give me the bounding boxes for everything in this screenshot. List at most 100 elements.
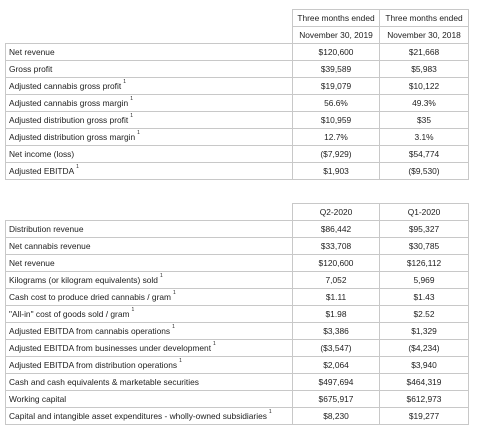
cell-value: $3,940	[379, 356, 469, 374]
row-label: Adjusted cannabis gross margin 1	[5, 94, 293, 112]
cell-value: ($3,547)	[292, 339, 380, 357]
table-row: Net cannabis revenue $33,708 $30,785	[5, 237, 469, 255]
row-label: Adjusted EBITDA 1	[5, 162, 293, 180]
footnote-marker: 1	[130, 96, 133, 102]
column-header: Q2-2020	[292, 203, 380, 221]
cell-value: $1.43	[379, 288, 469, 306]
cell-value: $120,600	[292, 43, 380, 61]
table-row: Cash cost to produce dried cannabis / gr…	[5, 288, 469, 306]
row-label: "All-in" cost of goods sold / gram 1	[5, 305, 293, 323]
cell-value: $497,694	[292, 373, 380, 391]
row-label-text: Cash and cash equivalents & marketable s…	[9, 377, 199, 387]
row-label: Working capital	[5, 390, 293, 408]
row-label-text: Net cannabis revenue	[9, 241, 91, 251]
table-row: Adjusted cannabis gross profit 1 $19,079 $1…	[5, 77, 469, 95]
row-label-text: Adjusted EBITDA from cannabis operations	[9, 326, 171, 336]
cell-value: $120,600	[292, 254, 380, 272]
table-row: Distribution revenue $86,442 $95,327	[5, 220, 469, 238]
column-header: November 30, 2019	[292, 26, 380, 44]
header-spacer	[6, 27, 293, 44]
table-row: Adjusted EBITDA 1 $1,903 ($9,530)	[5, 162, 469, 180]
cell-value: 7,052	[292, 271, 380, 289]
row-label: Net cannabis revenue	[5, 237, 293, 255]
cell-value: $126,112	[379, 254, 469, 272]
cell-value: $5,983	[379, 60, 469, 78]
row-label-text: Adjusted cannabis gross margin	[9, 98, 129, 108]
table-row: Capital and intangible asset expenditure…	[5, 407, 469, 425]
row-label: Adjusted distribution gross margin 1	[5, 128, 293, 146]
operational-metrics-table: Q2-2020 Q1-2020 Distribution revenue $86,…	[5, 203, 469, 425]
row-label-text: Adjusted distribution gross profit	[9, 115, 129, 125]
row-label: Adjusted cannabis gross profit 1	[5, 77, 293, 95]
cell-value: $33,708	[292, 237, 380, 255]
footnote-marker: 1	[172, 324, 175, 330]
cell-value: ($4,234)	[379, 339, 469, 357]
column-header: November 30, 2018	[379, 26, 469, 44]
cell-value: $21,668	[379, 43, 469, 61]
cell-value: $1,329	[379, 322, 469, 340]
cell-value: $1.98	[292, 305, 380, 323]
table-row: Working capital $675,917 $612,973	[5, 390, 469, 408]
row-label: Adjusted EBITDA from cannabis operations…	[5, 322, 293, 340]
footnote-marker: 1	[173, 290, 176, 296]
table-row: Cash and cash equivalents & marketable s…	[5, 373, 469, 391]
row-label-text: Adjusted distribution gross margin	[9, 132, 136, 142]
footnote-marker: 1	[123, 79, 126, 85]
row-label: Distribution revenue	[5, 220, 293, 238]
table-row: "All-in" cost of goods sold / gram 1 $1.98…	[5, 305, 469, 323]
row-label: Capital and intangible asset expenditure…	[5, 407, 293, 425]
column-header: Three months ended	[379, 9, 469, 27]
cell-value: $675,917	[292, 390, 380, 408]
row-label-text: Working capital	[9, 394, 67, 404]
row-label: Adjusted EBITDA from distribution operat…	[5, 356, 293, 374]
row-label-text: Gross profit	[9, 64, 53, 74]
cell-value: ($7,929)	[292, 145, 380, 163]
row-label-text: Net income (loss)	[9, 149, 75, 159]
row-label-text: Adjusted cannabis gross profit	[9, 81, 122, 91]
footnote-marker: 1	[179, 358, 182, 364]
cell-value: $1,903	[292, 162, 380, 180]
cell-value: ($9,530)	[379, 162, 469, 180]
table-header-row: Three months ended Three months ended	[6, 9, 469, 27]
cell-value: $612,973	[379, 390, 469, 408]
table-row: Net revenue $120,600 $21,668	[5, 43, 469, 61]
table-row: Adjusted distribution gross margin 1 12.7%…	[5, 128, 469, 146]
cell-value: $3,386	[292, 322, 380, 340]
row-label: Cash cost to produce dried cannabis / gr…	[5, 288, 293, 306]
cell-value: $2.52	[379, 305, 469, 323]
cell-value: $30,785	[379, 237, 469, 255]
row-label-text: Adjusted EBITDA from businesses under de…	[9, 343, 212, 353]
table-row: Kilograms (or kilogram equivalents) sold…	[5, 271, 469, 289]
table-row: Adjusted EBITDA from cannabis operations…	[5, 322, 469, 340]
row-label-text: Adjusted EBITDA	[9, 166, 75, 176]
cell-value: 12.7%	[292, 128, 380, 146]
table-header-row: November 30, 2019 November 30, 2018	[6, 26, 469, 44]
cell-value: $86,442	[292, 220, 380, 238]
cell-value: 56.6%	[292, 94, 380, 112]
footnote-marker: 1	[130, 113, 133, 119]
cell-value: 3.1%	[379, 128, 469, 146]
row-label: Kilograms (or kilogram equivalents) sold…	[5, 271, 293, 289]
table-row: Gross profit $39,589 $5,983	[5, 60, 469, 78]
cell-value: $10,959	[292, 111, 380, 129]
row-label-text: Kilograms (or kilogram equivalents) sold	[9, 275, 158, 285]
footnote-marker: 1	[159, 273, 163, 279]
table-row: Adjusted EBITDA from businesses under de…	[5, 339, 469, 357]
header-spacer	[6, 10, 293, 27]
footnote-marker: 1	[137, 130, 140, 136]
row-label-text: Net revenue	[9, 258, 55, 268]
cell-value: $35	[379, 111, 469, 129]
footnote-marker: 1	[76, 164, 79, 170]
row-label-text: Distribution revenue	[9, 224, 84, 234]
financial-summary-table: Three months ended Three months ended No…	[5, 9, 469, 180]
cell-value: $1.11	[292, 288, 380, 306]
row-label-text: "All-in" cost of goods sold / gram	[9, 309, 130, 319]
cell-value: $8,230	[292, 407, 380, 425]
table-row: Adjusted EBITDA from distribution operat…	[5, 356, 469, 374]
header-spacer	[6, 204, 293, 221]
footnote-marker: 1	[131, 307, 135, 313]
row-label: Adjusted EBITDA from businesses under de…	[5, 339, 293, 357]
row-label: Net revenue	[5, 43, 293, 61]
row-label: Adjusted distribution gross profit 1	[5, 111, 293, 129]
cell-value: 49.3%	[379, 94, 469, 112]
